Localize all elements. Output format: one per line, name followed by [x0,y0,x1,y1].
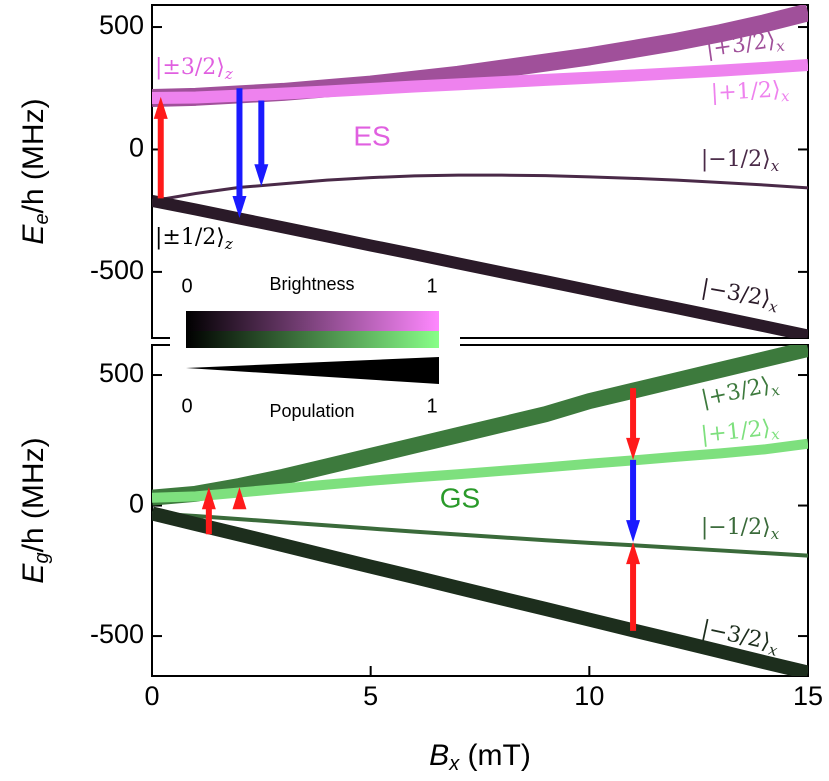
ket-name: |−1/2⟩ [701,515,771,540]
arrow-head [626,542,641,565]
legend-entry: |−1/2⟩x [701,147,780,175]
ket-subscript: x [775,37,786,56]
population-wedge [186,357,439,384]
arrow-head [626,520,641,543]
arrow-head [201,487,216,510]
ket-subscript: x [771,157,780,175]
series-line [152,506,808,676]
arrow-head [626,437,641,460]
state-label: |±3/2⟩z [155,55,233,83]
series-line [152,194,808,338]
x-tick-label: 5 [363,681,378,711]
legend-low: 0 [181,275,192,297]
break-gap [440,336,454,348]
ket-name: |+1/2⟩ [700,416,772,448]
arrow-head [153,96,168,119]
legend-title: Population [269,401,354,421]
label-symbol: E [17,563,50,584]
x-tick-label: 15 [793,681,823,711]
series-line [152,345,808,506]
label-sub: x [448,753,460,775]
series-line [152,59,808,105]
ket-name: |−3/2⟩ [699,275,772,312]
label-symbol: E [17,224,50,245]
legend-entry: |+1/2⟩x [710,77,790,109]
x-axis-label: Bx (mT) [429,739,531,775]
arrow-head [232,196,247,219]
brightness-bar [186,311,439,331]
legend-entry: |−1/2⟩x [701,515,780,543]
state-subscript: z [224,235,233,253]
y-tick-label: -500 [90,619,144,649]
y-tick-label: 0 [129,133,144,163]
ket-subscript: x [771,525,780,543]
series-line [152,173,808,203]
ket-subscript: x [780,87,790,105]
label-rest: /h (MHz) [17,437,50,552]
panel-label: ES [353,120,390,151]
y-tick-label: 500 [99,358,144,388]
ket-name: |−1/2⟩ [701,147,771,172]
ket-subscript: x [770,425,781,444]
state-label: |±1/2⟩z [155,225,233,253]
x-tick-label: 10 [574,681,604,711]
ket-subscript: x [768,297,780,316]
state-subscript: z [224,65,233,83]
y-axis-label: Ee/h (MHz) [17,98,53,244]
x-tick-label: 0 [144,681,159,711]
label-rest: (mT) [459,739,531,772]
plot-frame [151,4,809,339]
plot-frame [151,344,809,677]
y-tick-label: -500 [90,255,144,285]
arrow-head [232,487,247,510]
legend-title: Brightness [269,274,354,294]
state-name: |±3/2⟩ [155,55,225,80]
series-line [152,511,808,558]
label-rest: /h (MHz) [17,98,50,213]
ket-name: |+1/2⟩ [710,77,781,106]
y-axis-label: Eg/h (MHz) [17,437,53,583]
label-sub: g [31,552,53,563]
state-name: |±1/2⟩ [155,225,225,250]
label-symbol: B [429,739,449,772]
y-tick-label: 500 [99,10,144,40]
y-tick-label: 0 [129,489,144,519]
brightness-bar [186,331,439,348]
arrow-head [254,164,269,187]
legend-high: 1 [426,275,437,297]
legend-low: 0 [181,395,192,417]
label-sub: e [31,213,53,224]
series-line [152,438,808,503]
panel-label: GS [440,482,480,513]
legend-high: 1 [426,395,437,417]
